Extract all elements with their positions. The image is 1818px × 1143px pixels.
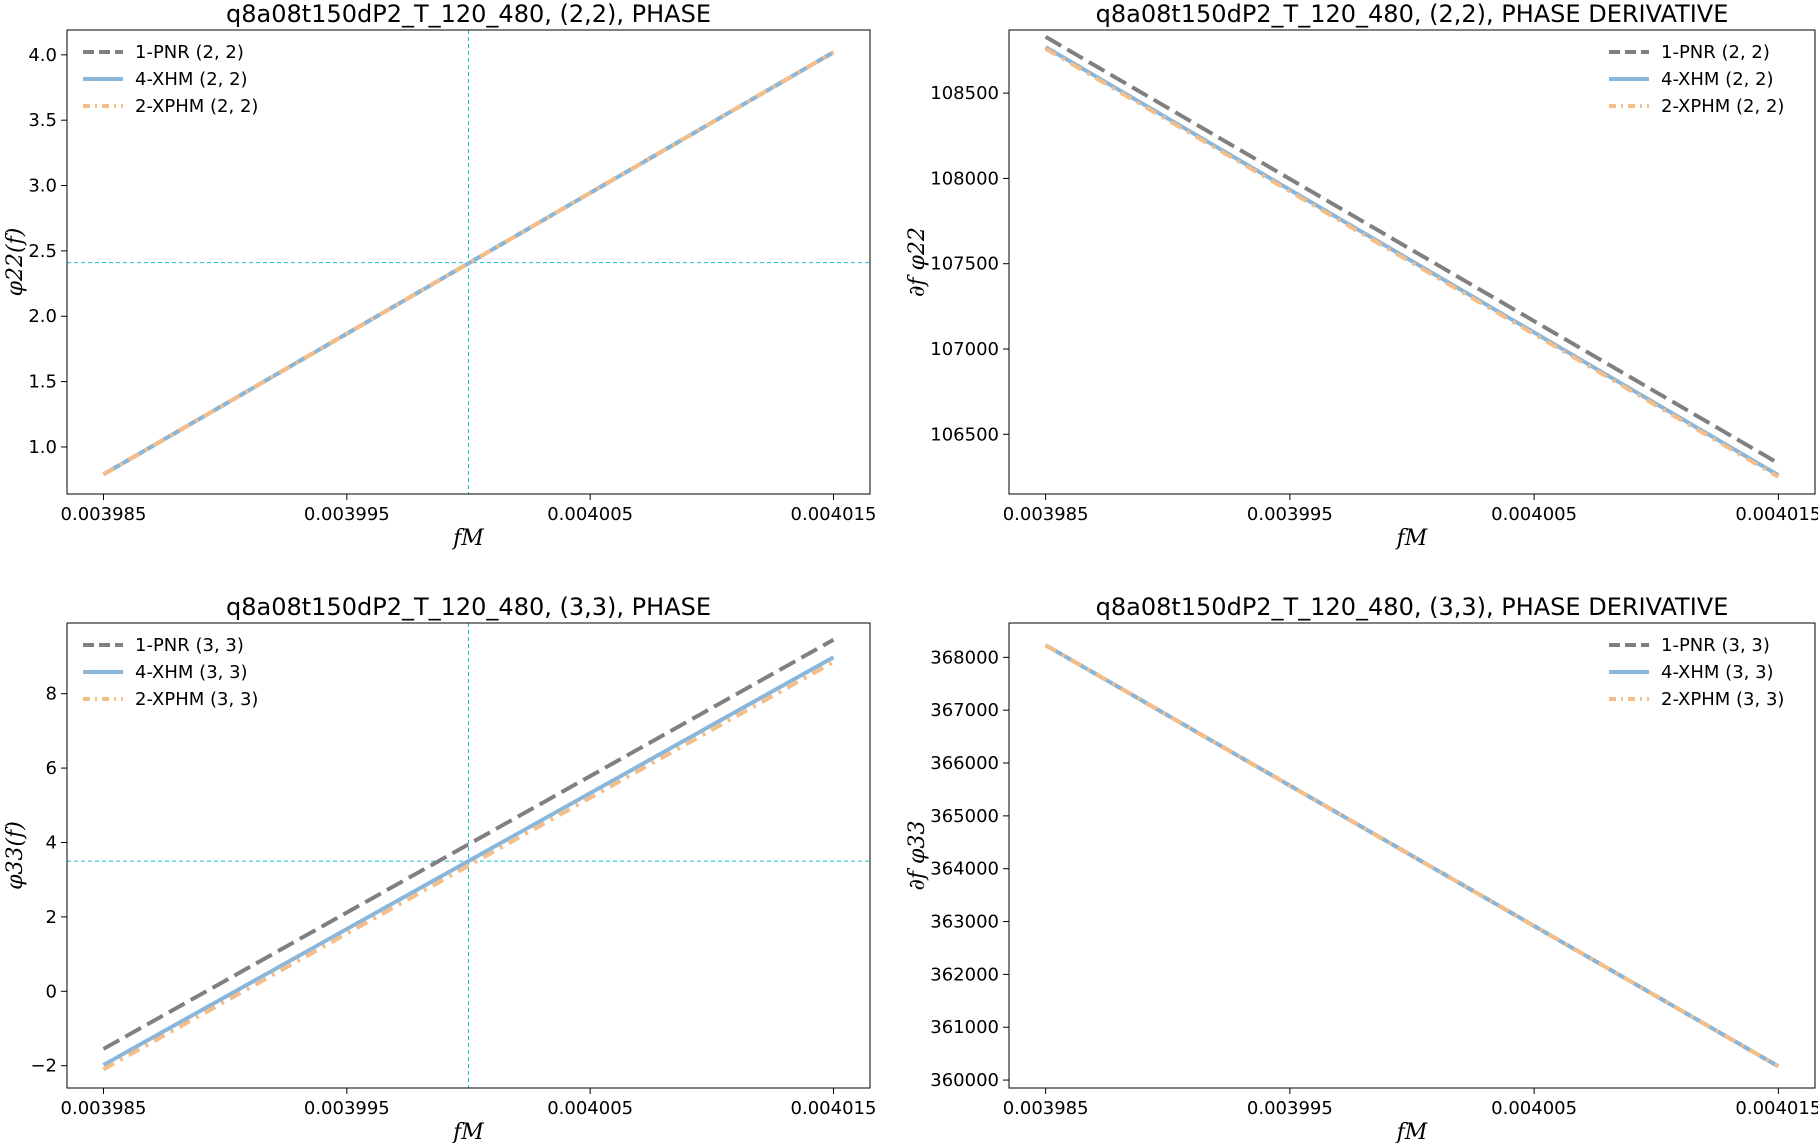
y-tick-label: 108000 <box>930 168 999 189</box>
x-tick-label: 0.003985 <box>1003 1098 1089 1119</box>
y-tick-label: 3.5 <box>28 110 57 131</box>
legend-label: 4-XHM (3, 3) <box>135 662 248 683</box>
plot-area-frame <box>66 29 871 495</box>
legend-label: 1-PNR (3, 3) <box>1661 635 1770 656</box>
series-line-dashdot <box>102 50 835 477</box>
legend: 1-PNR (3, 3) 4-XHM (3, 3) 2-XPHM (3, 3) <box>83 635 258 710</box>
y-tick-label: 0 <box>46 981 57 1002</box>
y-tick-label: 3.0 <box>28 176 57 197</box>
y-tick-label: 361000 <box>930 1017 999 1038</box>
legend-label: 1-PNR (3, 3) <box>135 635 244 656</box>
x-axis-label: fM <box>451 1120 484 1143</box>
y-tick-label: 2.5 <box>28 241 57 262</box>
y-tick-label: 6 <box>46 758 57 779</box>
y-tick-label: 107500 <box>930 254 999 275</box>
legend-label: 1-PNR (2, 2) <box>1661 42 1770 63</box>
x-tick-label: 0.003985 <box>61 1098 147 1119</box>
x-tick-label: 0.003995 <box>1247 504 1333 525</box>
chart-title: q8a08t150dP2_T_120_480, (2,2), PHASE <box>226 0 711 28</box>
x-tick-label: 0.004015 <box>1735 504 1818 525</box>
y-tick-label: 364000 <box>930 859 999 880</box>
legend-label: 4-XHM (2, 2) <box>1661 69 1774 90</box>
legend-label: 4-XHM (3, 3) <box>1661 662 1774 683</box>
legend-label: 2-XPHM (2, 2) <box>135 96 258 117</box>
x-axis-label: fM <box>1395 526 1428 551</box>
legend-label: 2-XPHM (2, 2) <box>1661 96 1784 117</box>
y-tick-label: 367000 <box>930 700 999 721</box>
y-tick-label: 363000 <box>930 912 999 933</box>
x-tick-label: 0.003995 <box>1247 1098 1333 1119</box>
y-tick-label: 360000 <box>930 1070 999 1091</box>
y-tick-label: 4.0 <box>28 45 57 66</box>
legend: 1-PNR (2, 2) 4-XHM (2, 2) 2-XPHM (2, 2) <box>83 42 258 117</box>
plot-area-frame <box>1008 622 1816 1089</box>
y-tick-label: 362000 <box>930 964 999 985</box>
chart-panel-3: q8a08t150dP2_T_120_480, (3,3), PHASE 0.00… <box>3 593 876 1143</box>
legend-label: 2-XPHM (3, 3) <box>135 689 258 710</box>
y-axis-label: φ22(f) <box>3 228 28 297</box>
chart-panel-4: q8a08t150dP2_T_120_480, (3,3), PHASE DER… <box>905 593 1818 1143</box>
y-tick-label: 1.0 <box>28 437 57 458</box>
y-tick-label: 2 <box>46 907 57 928</box>
y-tick-label: 366000 <box>930 753 999 774</box>
chart-panel-1: q8a08t150dP2_T_120_480, (2,2), PHASE 0.00… <box>3 0 876 551</box>
y-axis-label: ∂f φ22 <box>905 227 930 297</box>
series-line-dashdot <box>102 660 835 1072</box>
x-tick-label: 0.004015 <box>1735 1098 1818 1119</box>
x-tick-label: 0.004015 <box>791 504 877 525</box>
y-tick-label: 8 <box>46 684 57 705</box>
y-tick-label: 368000 <box>930 647 999 668</box>
chart-title: q8a08t150dP2_T_120_480, (3,3), PHASE DER… <box>1096 593 1729 621</box>
x-tick-label: 0.004015 <box>791 1098 877 1119</box>
chart-title: q8a08t150dP2_T_120_480, (3,3), PHASE <box>226 593 711 621</box>
x-axis-label: fM <box>1395 1120 1428 1143</box>
x-tick-label: 0.003985 <box>61 504 147 525</box>
y-tick-label: 106500 <box>930 424 999 445</box>
x-tick-label: 0.003985 <box>1003 504 1089 525</box>
legend-label: 2-XPHM (3, 3) <box>1661 689 1784 710</box>
y-tick-label: 4 <box>46 832 57 853</box>
legend-label: 4-XHM (2, 2) <box>135 69 248 90</box>
chart-title: q8a08t150dP2_T_120_480, (2,2), PHASE DER… <box>1096 0 1729 28</box>
y-tick-label: 365000 <box>930 806 999 827</box>
x-tick-label: 0.003995 <box>304 504 390 525</box>
x-tick-label: 0.004005 <box>1491 504 1577 525</box>
series-line-dashed <box>1044 35 1780 466</box>
y-tick-label: 108500 <box>930 83 999 104</box>
y-axis-label: φ33(f) <box>3 821 28 890</box>
y-tick-label: 1.5 <box>28 372 57 393</box>
x-tick-label: 0.004005 <box>547 504 633 525</box>
x-tick-label: 0.004005 <box>1491 1098 1577 1119</box>
legend: 1-PNR (2, 2) 4-XHM (2, 2) 2-XPHM (2, 2) <box>1609 42 1784 117</box>
plot-area-frame <box>1008 29 1816 495</box>
series-line-dashed <box>102 637 835 1051</box>
x-axis-label: fM <box>451 526 484 551</box>
legend-label: 1-PNR (2, 2) <box>135 42 244 63</box>
chart-panel-2: q8a08t150dP2_T_120_480, (2,2), PHASE DER… <box>905 0 1818 551</box>
x-tick-label: 0.004005 <box>547 1098 633 1119</box>
series-line-dashdot <box>1044 643 1780 1069</box>
legend: 1-PNR (3, 3) 4-XHM (3, 3) 2-XPHM (3, 3) <box>1609 635 1784 710</box>
series-line-solid <box>102 655 835 1067</box>
y-tick-label: 2.0 <box>28 306 57 327</box>
series-line-dashdot <box>1044 47 1780 479</box>
plot-area-frame <box>66 622 871 1089</box>
y-tick-label: −2 <box>30 1056 57 1077</box>
x-tick-label: 0.003995 <box>304 1098 390 1119</box>
y-tick-label: 107000 <box>930 339 999 360</box>
y-axis-label: ∂f φ33 <box>905 821 930 891</box>
